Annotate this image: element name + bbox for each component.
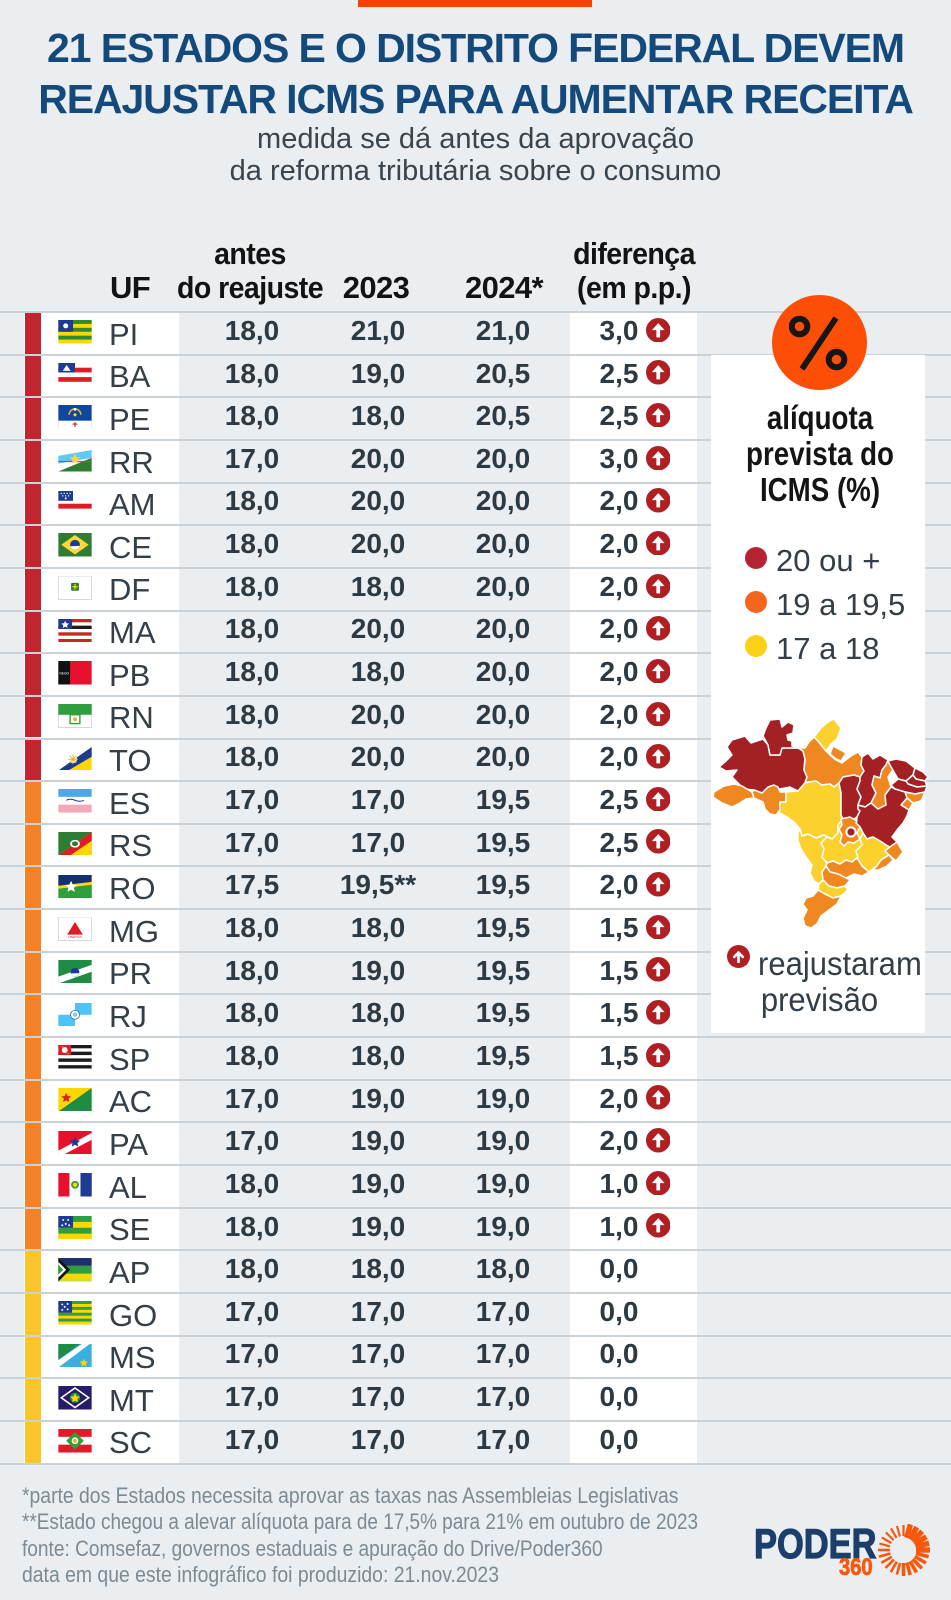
svg-text:NEGO: NEGO [59, 672, 69, 676]
svg-text:LIBERTAS: LIBERTAS [68, 935, 82, 939]
